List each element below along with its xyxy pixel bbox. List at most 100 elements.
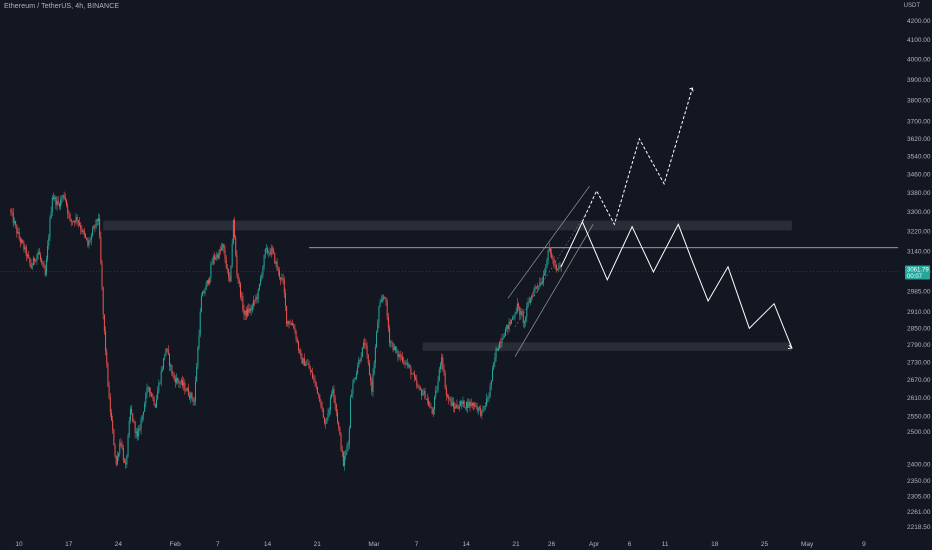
candle [276, 258, 278, 272]
candle-body [212, 256, 214, 264]
candle [76, 214, 78, 226]
candle [293, 322, 295, 330]
candle [353, 376, 355, 384]
candle [496, 348, 498, 351]
candle-body [82, 230, 84, 233]
candle-body [481, 410, 483, 416]
candle [301, 353, 303, 364]
candle [385, 297, 387, 306]
candle [38, 247, 40, 255]
candle-body [303, 358, 305, 366]
candle [463, 400, 465, 408]
candle [426, 393, 428, 405]
y-tick-label: 2850.00 [907, 325, 931, 332]
candle [367, 354, 369, 366]
candle [392, 342, 394, 353]
candle-body [398, 354, 400, 357]
candle-body [167, 349, 169, 355]
symbol-title[interactable]: Ethereum / TetherUS, 4h, BINANCE [4, 3, 120, 10]
candle [47, 240, 49, 263]
candle [17, 227, 19, 234]
candle-body [166, 348, 168, 350]
candle-body [295, 331, 297, 340]
price-tag-value: 3061.79 [907, 268, 929, 274]
candle [10, 208, 12, 216]
candle [54, 194, 56, 202]
candle-body [402, 356, 404, 362]
candle-body [74, 220, 76, 223]
candle [494, 352, 496, 368]
candle [50, 206, 52, 220]
candle [35, 258, 37, 263]
candle-body [378, 307, 380, 323]
candle-body [345, 451, 347, 457]
candle [126, 454, 128, 469]
candle [445, 384, 447, 401]
candle [538, 285, 540, 291]
candle-body [422, 393, 424, 396]
candle-body [222, 244, 224, 248]
candle [202, 290, 204, 297]
candle-body [519, 306, 521, 315]
candle-body [500, 342, 502, 344]
candle-body [390, 342, 392, 344]
candle-body [518, 303, 520, 307]
candle [471, 402, 473, 409]
candle [275, 260, 277, 268]
candle-body [261, 275, 263, 279]
candle [284, 288, 286, 311]
candle-body [47, 245, 49, 260]
candle-body [39, 254, 41, 260]
x-tick-label: 18 [711, 541, 719, 548]
candle [359, 358, 361, 364]
candle [528, 296, 530, 304]
candle-body [31, 265, 33, 268]
candle [502, 333, 504, 340]
candle-body [86, 237, 88, 241]
currency-label[interactable]: USDT [903, 3, 920, 9]
candle [436, 385, 438, 394]
candle-body [158, 383, 160, 392]
candle-body [75, 217, 77, 223]
candle [263, 254, 265, 271]
candle [316, 386, 318, 395]
candle-body [110, 412, 112, 421]
candle [533, 287, 535, 297]
x-axis[interactable]: 10 17 24 Feb 7 14 21 Mar 7 14 21 26 Apr 6 11 18 25 May 9 [15, 541, 866, 548]
candle [474, 401, 476, 410]
candle [43, 260, 45, 269]
candle [345, 449, 347, 460]
candle [541, 277, 543, 286]
candle [205, 280, 207, 291]
candle-body [342, 451, 344, 466]
candle-body [520, 311, 522, 315]
candle [329, 395, 331, 415]
candle-body [77, 220, 79, 223]
candle-body [275, 261, 277, 264]
candle-body [465, 402, 467, 408]
candle-body [132, 413, 134, 422]
candle [129, 405, 131, 424]
candle [328, 407, 330, 417]
projection-solid-path [560, 220, 793, 349]
candle-body [53, 197, 54, 199]
candle-body [67, 205, 69, 214]
candle [268, 250, 270, 258]
candle [473, 401, 475, 411]
candle [274, 252, 276, 265]
candle-body [418, 387, 420, 388]
x-tick-label: May [801, 541, 814, 548]
candle-body [480, 407, 482, 416]
candle-body [529, 297, 531, 303]
candle-body [307, 363, 309, 365]
candle [114, 443, 116, 459]
candle [13, 217, 15, 225]
candle [121, 441, 123, 450]
candle [245, 306, 247, 321]
candle [320, 398, 322, 409]
candle [381, 295, 383, 304]
candle [462, 396, 464, 407]
candle-body [37, 251, 39, 255]
